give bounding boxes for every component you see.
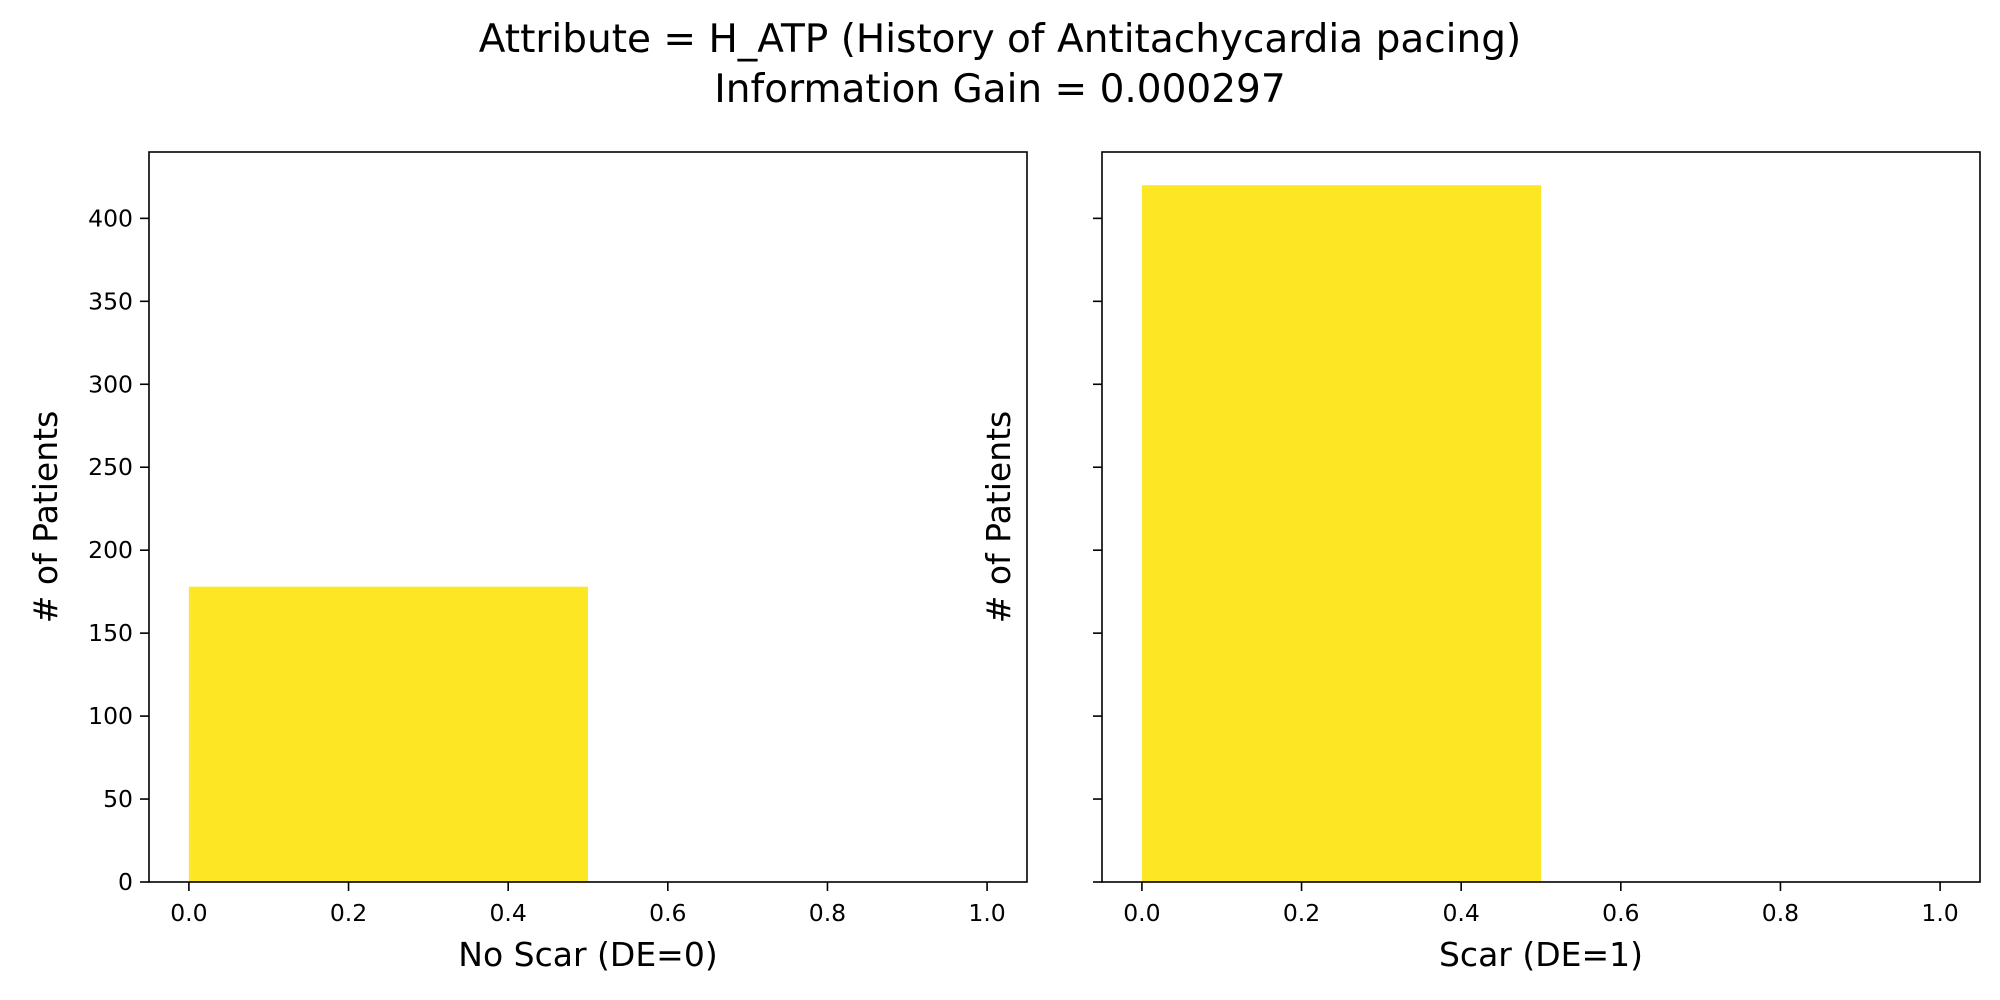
scar-xtick-label: 0.2 [1283, 899, 1320, 927]
no-scar-xlabel: No Scar (DE=0) [458, 935, 717, 974]
no-scar-xtick-label: 0.2 [330, 899, 367, 927]
scar-xtick-label: 1.0 [1921, 899, 1958, 927]
no-scar-ytick-label: 100 [88, 702, 133, 730]
scar-axes-frame [1101, 151, 1981, 883]
figure-title-line1: Attribute = H_ATP (History of Antitachyc… [479, 17, 1521, 62]
no-scar-xtick-label: 0.4 [489, 899, 526, 927]
no-scar-ylabel: # of Patients [26, 411, 65, 624]
no-scar-ytick-label: 400 [88, 204, 133, 232]
scar-xtick-label: 0.6 [1602, 899, 1639, 927]
no-scar-ytick-label: 350 [88, 287, 133, 315]
no-scar-ytick-label: 200 [88, 536, 133, 564]
no-scar-xtick-label: 0.6 [649, 899, 686, 927]
no-scar-xtick-label: 1.0 [968, 899, 1005, 927]
scar-xtick-label: 0.8 [1762, 899, 1799, 927]
subplot-no-scar: 0.0 0.2 0.4 0.6 0.8 1.0 0 50 100 150 200 250 300 350 4… [26, 151, 1028, 974]
scar-xtick-label: 0.0 [1123, 899, 1160, 927]
scar-xtick-label: 0.4 [1442, 899, 1479, 927]
scar-xlabel: Scar (DE=1) [1439, 935, 1643, 974]
scar-bar-0 [1141, 185, 1541, 882]
no-scar-xtick-label: 0.8 [809, 899, 846, 927]
no-scar-ytick-label: 0 [118, 868, 133, 896]
no-scar-ytick-label: 150 [88, 619, 133, 647]
figure-title-line2: Information Gain = 0.000297 [714, 67, 1285, 112]
no-scar-xtick-label: 0.0 [170, 899, 207, 927]
subplot-scar: 0.0 0.2 0.4 0.6 0.8 1.0 Scar (DE=1) # of Patien… [979, 151, 1981, 974]
no-scar-axes-frame [148, 151, 1028, 883]
no-scar-ytick-label: 300 [88, 370, 133, 398]
no-scar-bar-0 [188, 586, 588, 882]
scar-ylabel: # of Patients [979, 411, 1018, 624]
no-scar-ytick-label: 250 [88, 453, 133, 481]
no-scar-ytick-label: 50 [103, 785, 133, 813]
